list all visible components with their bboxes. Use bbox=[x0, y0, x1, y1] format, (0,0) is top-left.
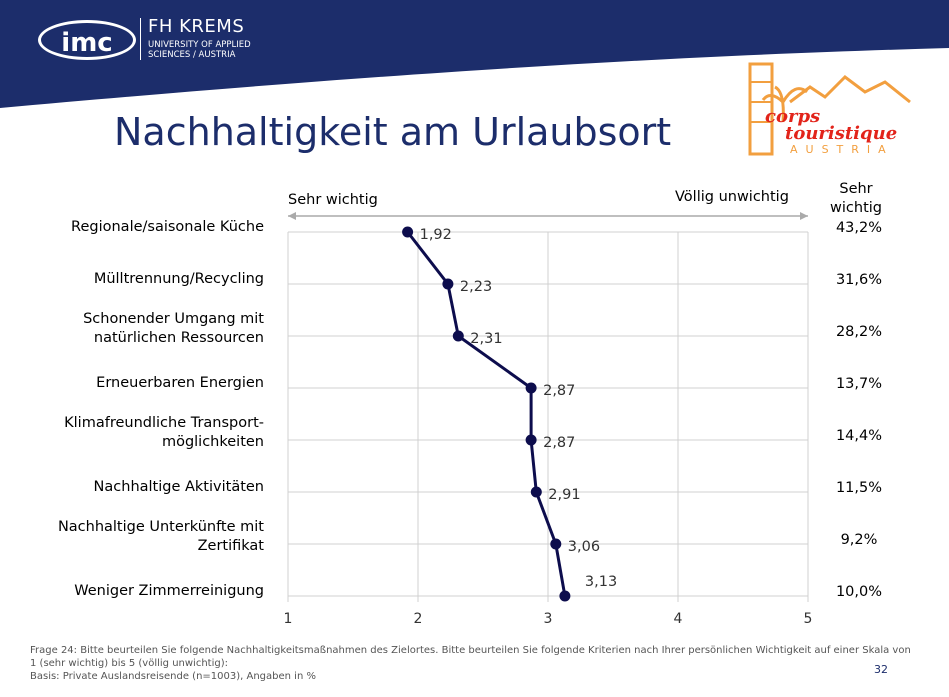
footnote: Frage 24: Bitte beurteilen Sie folgende … bbox=[30, 644, 920, 683]
x-tick-label: 1 bbox=[284, 611, 293, 627]
data-point bbox=[530, 486, 542, 498]
percent-value: 9,2% bbox=[840, 532, 878, 548]
category-label: Mülltrennung/Recycling bbox=[94, 270, 264, 289]
data-point bbox=[550, 538, 562, 550]
data-label: 2,87 bbox=[543, 435, 575, 451]
percent-value: 10,0% bbox=[835, 584, 883, 600]
x-tick-label: 3 bbox=[544, 611, 553, 627]
percent-value: 11,5% bbox=[835, 480, 883, 496]
percent-value: 43,2% bbox=[835, 220, 883, 236]
data-label: 1,92 bbox=[420, 227, 452, 243]
percent-value: 13,7% bbox=[835, 376, 883, 392]
header-band bbox=[0, 0, 949, 108]
page-number: 32 bbox=[874, 663, 888, 676]
scale-right-label: Völlig unwichtig bbox=[675, 189, 789, 205]
data-point bbox=[559, 590, 571, 602]
category-label-line: natürlichen Ressourcen bbox=[93, 330, 264, 346]
category-label-line: Schonender Umgang mit bbox=[83, 311, 264, 327]
category-label-line: Nachhaltige Unterkünfte mit bbox=[57, 519, 264, 535]
data-label: 2,91 bbox=[548, 487, 580, 503]
logo-divider bbox=[140, 18, 141, 60]
category-label: Regionale/saisonale Küche bbox=[71, 218, 264, 237]
fh-krems-logo: FH KREMS bbox=[148, 16, 245, 37]
category-label: Weniger Zimmerreinigung bbox=[74, 582, 264, 601]
percent-value: 14,4% bbox=[835, 428, 883, 444]
data-point bbox=[402, 226, 414, 238]
partner-logo-line3: AUSTRIA bbox=[790, 143, 894, 156]
category-label-line: Erneuerbaren Energien bbox=[96, 375, 264, 391]
data-label: 3,06 bbox=[568, 539, 600, 555]
corps-touristique-logo bbox=[748, 62, 911, 156]
percent-column-header: Sehr wichtig bbox=[830, 181, 882, 216]
data-point bbox=[525, 434, 537, 446]
category-label-line: Regionale/saisonale Küche bbox=[71, 219, 264, 235]
category-label: Schonender Umgang mit natürlichen Ressour… bbox=[83, 310, 264, 348]
scale-arrow-left-head bbox=[288, 212, 296, 220]
scale-left-label: Sehr wichtig bbox=[288, 192, 378, 208]
fh-krems-subtitle: UNIVERSITY OF APPLIED SCIENCES / AUSTRIA bbox=[148, 40, 251, 60]
x-tick-label: 4 bbox=[674, 611, 683, 627]
data-label: 2,87 bbox=[543, 383, 575, 399]
category-label: Erneuerbaren Energien bbox=[96, 374, 264, 393]
data-point bbox=[442, 278, 454, 290]
data-label: 2,23 bbox=[460, 279, 492, 295]
x-tick-label: 5 bbox=[804, 611, 813, 627]
data-label: 3,13 bbox=[585, 574, 617, 590]
data-point bbox=[452, 330, 464, 342]
category-label-line: Nachhaltige Aktivitäten bbox=[93, 479, 264, 495]
footnote-question: Frage 24: Bitte beurteilen Sie folgende … bbox=[30, 645, 911, 669]
scale-arrow-right-head bbox=[800, 212, 808, 220]
category-label: Nachhaltige Unterkünfte mit Zertifikat bbox=[58, 518, 264, 556]
data-label: 2,31 bbox=[470, 331, 502, 347]
partner-logo-line2: touristique bbox=[785, 123, 898, 144]
imc-logo: imc bbox=[38, 20, 136, 60]
category-label: Klimafreundliche Transport-möglichkeiten bbox=[64, 414, 264, 452]
page-title: Nachhaltigkeit am Urlaubsort bbox=[114, 110, 672, 154]
data-point bbox=[525, 382, 537, 394]
percent-value: 31,6% bbox=[835, 272, 883, 288]
series-line bbox=[406, 231, 567, 597]
category-label-line: möglichkeiten bbox=[161, 434, 264, 450]
category-label-line: Zertifikat bbox=[197, 538, 264, 554]
x-tick-label: 2 bbox=[414, 611, 423, 627]
partner-logo-line1: corps bbox=[765, 106, 821, 127]
category-label-line: Weniger Zimmerreinigung bbox=[74, 583, 264, 599]
category-label-line: Klimafreundliche Transport- bbox=[64, 415, 264, 431]
category-label: Nachhaltige Aktivitäten bbox=[94, 478, 264, 497]
category-label-line: Mülltrennung/Recycling bbox=[93, 271, 264, 287]
footnote-base: Basis: Private Auslandsreisende (n=1003)… bbox=[30, 671, 316, 682]
percent-value: 28,2% bbox=[835, 324, 883, 340]
